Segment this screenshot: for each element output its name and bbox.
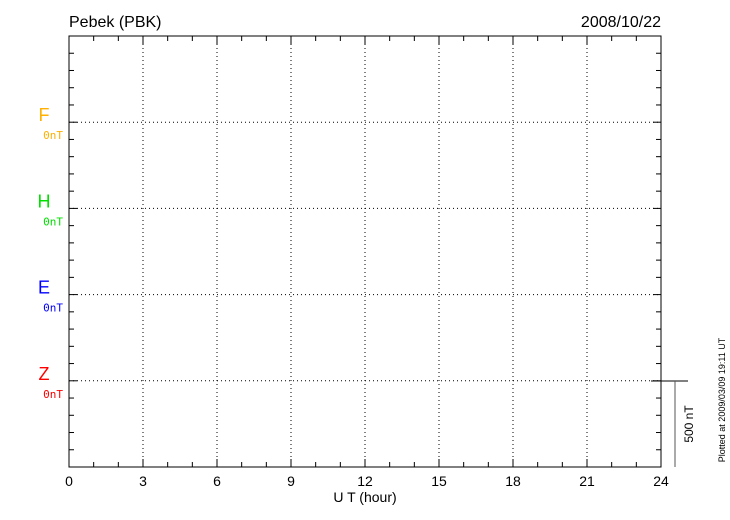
baseline-label-F: 0nT [43, 129, 63, 142]
series-name-F: F [39, 105, 50, 125]
baseline-label-Z: 0nT [43, 388, 63, 401]
x-tick-labels: 0 3 6 9 12 15 18 21 24 [65, 473, 669, 489]
plotted-note: Plotted at 2009/03/09 19:11 UT [717, 337, 727, 462]
x-axis-label: U T (hour) [333, 489, 396, 505]
x-tick-label: 21 [579, 473, 595, 489]
x-tick-label: 0 [65, 473, 73, 489]
baseline-label-H: 0nT [43, 215, 63, 228]
series-name-Z: Z [39, 364, 50, 384]
series-name-H: H [38, 191, 51, 211]
x-tick-label: 3 [139, 473, 147, 489]
grid [69, 36, 661, 467]
x-tick-label: 12 [357, 473, 373, 489]
station-title: Pebek (PBK) [69, 14, 161, 31]
x-tick-label: 9 [287, 473, 295, 489]
series-labels: F 0nT H 0nT E 0nT Z 0nT [38, 105, 64, 401]
series-name-E: E [38, 278, 50, 298]
x-tick-label: 18 [505, 473, 521, 489]
date-label: 2008/10/22 [581, 14, 661, 31]
x-tick-label: 24 [653, 473, 669, 489]
baseline-label-E: 0nT [43, 302, 63, 315]
scale-bar-label: 500 nT [682, 405, 696, 443]
plot-frame [68, 35, 662, 468]
x-tick-label: 15 [431, 473, 447, 489]
scale-bar: 500 nT [651, 380, 696, 467]
x-tick-label: 6 [213, 473, 221, 489]
